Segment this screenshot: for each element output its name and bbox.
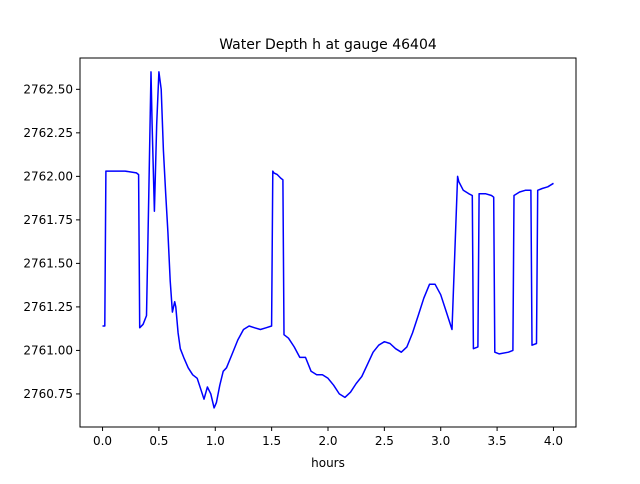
series-layer: [102, 71, 554, 409]
y-tick-label: 2762.00: [23, 169, 73, 183]
x-tick-label: 1.5: [262, 434, 281, 448]
y-tick-label: 2762.25: [23, 126, 73, 140]
y-tick-label: 2761.00: [23, 343, 73, 357]
y-tick-label: 2761.50: [23, 256, 73, 270]
x-tick-label: 4.0: [544, 434, 563, 448]
x-tick-label: 2.5: [375, 434, 394, 448]
x-tick-label: 0.0: [93, 434, 112, 448]
x-tick-label: 2.0: [318, 434, 337, 448]
x-axis-label: hours: [311, 456, 345, 470]
x-tick-label: 0.5: [149, 434, 168, 448]
y-tick-label: 2760.75: [23, 387, 73, 401]
x-tick-label: 1.0: [206, 434, 225, 448]
x-tick-label: 3.5: [488, 434, 507, 448]
y-tick-label: 2761.75: [23, 213, 73, 227]
y-tick-label: 2761.25: [23, 300, 73, 314]
y-tick-label: 2762.50: [23, 82, 73, 96]
x-tick-label: 3.0: [431, 434, 450, 448]
y-axis: 2760.75 2761.00 2761.25 2761.50 2761.75 2762.…: [23, 82, 80, 401]
plot-area: [79, 57, 577, 428]
series-line: [102, 71, 554, 409]
x-axis: 0.0 0.5 1.0 1.5 2.0 2.5 3.0 3.5 4.0: [93, 427, 563, 448]
chart-title: Water Depth h at gauge 46404: [219, 37, 437, 53]
